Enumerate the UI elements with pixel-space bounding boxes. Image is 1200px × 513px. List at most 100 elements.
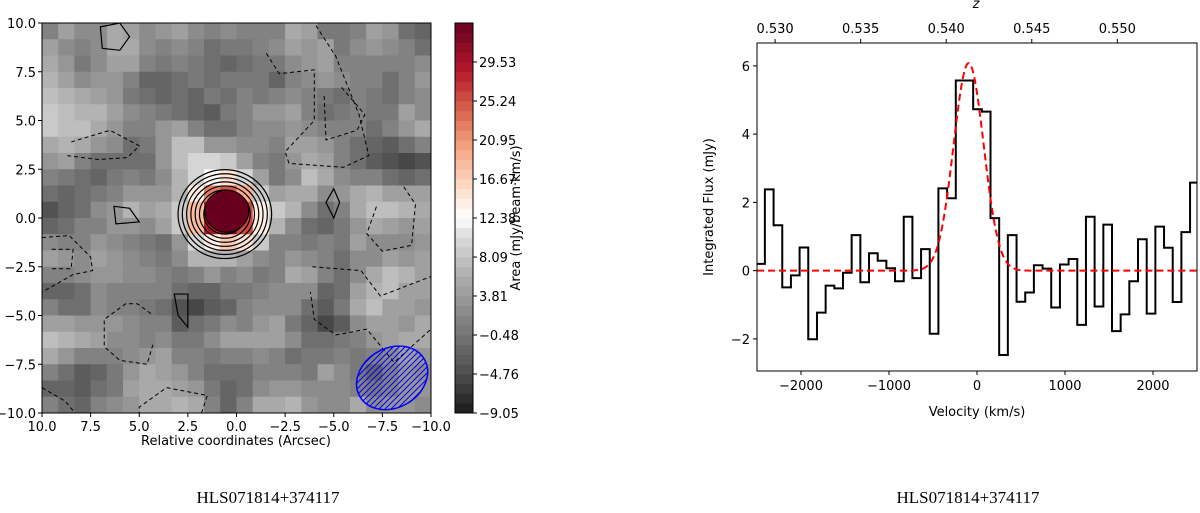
map-pixel [155,153,173,170]
map-pixel [252,364,270,381]
colorbar-band [455,247,473,258]
map-pixel [252,55,270,73]
map-ytick-label: 7.5 [15,66,36,81]
map-pixel [285,23,302,40]
map-pixel [414,185,432,203]
map-pixel [301,120,319,138]
map-pixel [285,331,302,349]
map-pixel [414,120,432,138]
map-pixel [414,104,432,121]
colorbar-band [455,218,473,229]
map-pixel [268,23,286,40]
gaussian-fit-line [757,62,1197,272]
map-pixel [301,201,319,219]
map-pixel [268,120,286,138]
map-pixel [155,88,173,105]
map-pixel [123,234,140,251]
map-pixel [42,153,59,170]
map-pixel [285,201,302,219]
map-pixel [139,120,156,138]
map-pixel [90,380,108,398]
map-pixel [139,136,156,154]
map-pixel [301,266,319,284]
positive-contour [99,22,131,51]
map-pixel [301,396,319,414]
colorbar-tick-label: 20.95 [479,134,516,149]
map-pixel [155,396,173,414]
map-pixel [398,169,416,186]
map-pixel [74,331,92,349]
map-pixel [220,283,237,300]
map-xtick-label: −2.5 [269,420,301,435]
map-pixel [398,120,416,138]
map-pixel [204,315,221,333]
map-pixel [301,218,319,235]
negative-contour [309,266,432,364]
map-pixel [204,88,221,105]
map-pixel [139,218,156,235]
map-pixel [74,266,92,284]
map-xtick-label: −5.0 [318,420,350,435]
map-pixel [139,201,156,219]
map-pixel [333,331,351,349]
spectrum-xtick-label: −2000 [779,379,823,394]
map-pixel [317,153,335,170]
map-pixel [155,104,173,121]
colorbar-tick-label: 25.24 [479,95,516,110]
colorbar-band [455,335,473,346]
map-pixel [187,283,205,300]
map-pixel [42,55,59,73]
map-pixel [398,71,416,89]
map-pixel [58,283,75,300]
map-pixel [333,104,351,121]
map-pixel [123,218,140,235]
map-pixel [268,71,286,89]
positive-contour [173,293,189,329]
map-pixel [333,396,351,414]
spectrum-ylabel: Integrated Flux (mJy) [702,138,717,276]
map-pixel [106,315,124,333]
map-pixel [301,331,319,349]
map-pixel [268,364,286,381]
map-pixel [382,380,400,398]
map-pixel [42,201,59,219]
map-pixel [366,104,383,121]
map-pixel [317,266,335,284]
map-pixel [333,71,351,89]
spectrum-xtick-label: −1000 [867,379,911,394]
map-pixel [398,315,416,333]
map-pixel [90,55,108,73]
map-pixel [382,331,400,349]
map-pixel [155,55,173,73]
colorbar-band [455,71,473,82]
map-pixel [268,218,286,235]
spectrum-ytick-label: −2 [731,333,750,348]
map-pixel [349,380,367,398]
map-pixel [398,153,416,170]
map-pixel [42,283,59,300]
map-pixel [236,136,254,154]
source-contour [190,181,260,247]
map-pixel [414,39,432,56]
map-pixel [285,185,302,203]
spectrum-ytick-label: 6 [742,60,750,75]
map-pixel [155,234,173,251]
map-pixel [220,71,237,89]
map-pixel [74,185,92,203]
map-pixel [187,364,205,381]
map-pixel [301,380,319,398]
map-pixel [58,299,75,316]
map-pixel [398,218,416,235]
map-pixel [317,55,335,73]
map-pixel [349,283,367,300]
map-pixel [123,283,140,300]
moment-map [42,23,432,414]
map-pixel [171,266,189,284]
map-pixel [252,88,270,105]
map-pixel [268,55,286,73]
map-pixel [398,104,416,121]
map-pixel [317,234,335,251]
map-pixel [171,234,189,251]
map-pixel [106,169,124,186]
map-pixel [139,104,156,121]
